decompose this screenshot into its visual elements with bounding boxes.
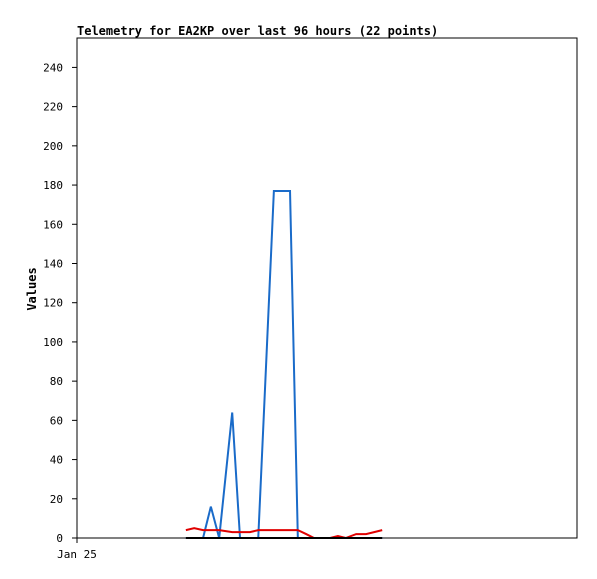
- chart-title: Telemetry for EA2KP over last 96 hours (…: [77, 24, 438, 38]
- y-tick-label: 240: [43, 61, 63, 74]
- y-tick-label: 100: [43, 336, 63, 349]
- y-tick-label: 20: [50, 493, 63, 506]
- y-tick-label: 160: [43, 218, 63, 231]
- y-axis-label: Values: [25, 267, 39, 310]
- series-line: [185, 527, 383, 540]
- x-tick-label: Jan 25: [57, 548, 97, 561]
- series-line: [185, 189, 383, 539]
- y-tick-label: 0: [56, 532, 63, 545]
- y-tick-label: 140: [43, 257, 63, 270]
- plot-frame: [76, 37, 578, 539]
- y-tick-label: 40: [50, 454, 63, 467]
- y-tick-label: 180: [43, 179, 63, 192]
- y-tick-label: 220: [43, 101, 63, 114]
- y-tick-label: 200: [43, 140, 63, 153]
- y-tick-label: 80: [50, 375, 63, 388]
- y-tick-label: 120: [43, 297, 63, 310]
- y-tick-label: 60: [50, 414, 63, 427]
